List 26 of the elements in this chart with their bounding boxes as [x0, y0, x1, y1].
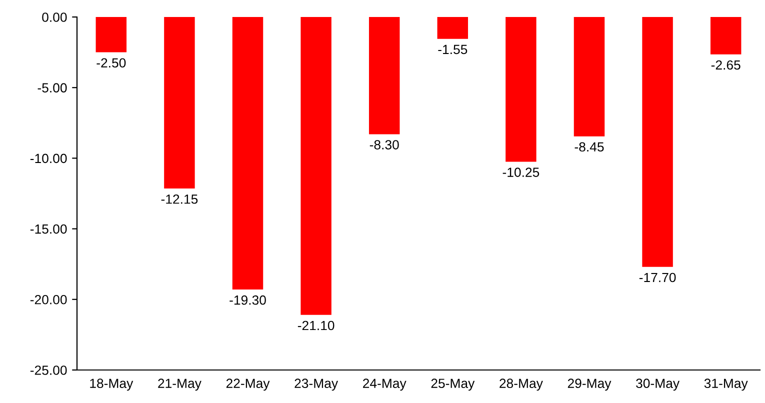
data-label: -1.55: [438, 44, 468, 54]
x-tick-label: 30-May: [636, 378, 680, 391]
data-label: -10.25: [502, 168, 540, 177]
x-tick-label: 29-May: [568, 378, 612, 391]
data-label: -12.15: [161, 194, 198, 204]
y-tick-label: -20.00: [30, 294, 67, 304]
x-tick-label: 18-May: [90, 378, 134, 391]
x-tick-label: 22-May: [226, 378, 270, 391]
y-tick-label: 0.00: [42, 12, 67, 22]
x-tick-label: 28-May: [500, 378, 543, 391]
y-tick-label: -10.00: [30, 154, 67, 164]
y-tick-label: -5.00: [38, 83, 67, 93]
y-tick-label: -25.00: [30, 366, 67, 375]
y-tick-label: -15.00: [30, 224, 67, 234]
x-tick-label: 25-May: [431, 378, 475, 391]
data-label: -2.50: [96, 58, 126, 68]
data-label: -21.10: [298, 320, 334, 330]
data-label: -8.30: [370, 140, 399, 150]
x-tick-label: 24-May: [363, 378, 406, 391]
x-tick-label: 31-May: [704, 378, 748, 391]
data-label: -17.70: [639, 272, 676, 282]
x-tick-label: 21-May: [158, 378, 202, 391]
data-label: -19.30: [230, 295, 266, 305]
data-label: -8.45: [574, 142, 604, 152]
data-label: -2.65: [711, 60, 740, 70]
x-tick-label: 23-May: [294, 378, 338, 391]
